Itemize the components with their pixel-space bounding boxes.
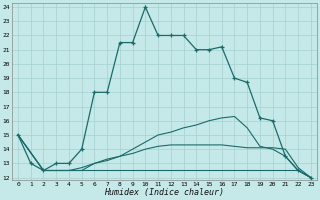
X-axis label: Humidex (Indice chaleur): Humidex (Indice chaleur) <box>104 188 224 197</box>
